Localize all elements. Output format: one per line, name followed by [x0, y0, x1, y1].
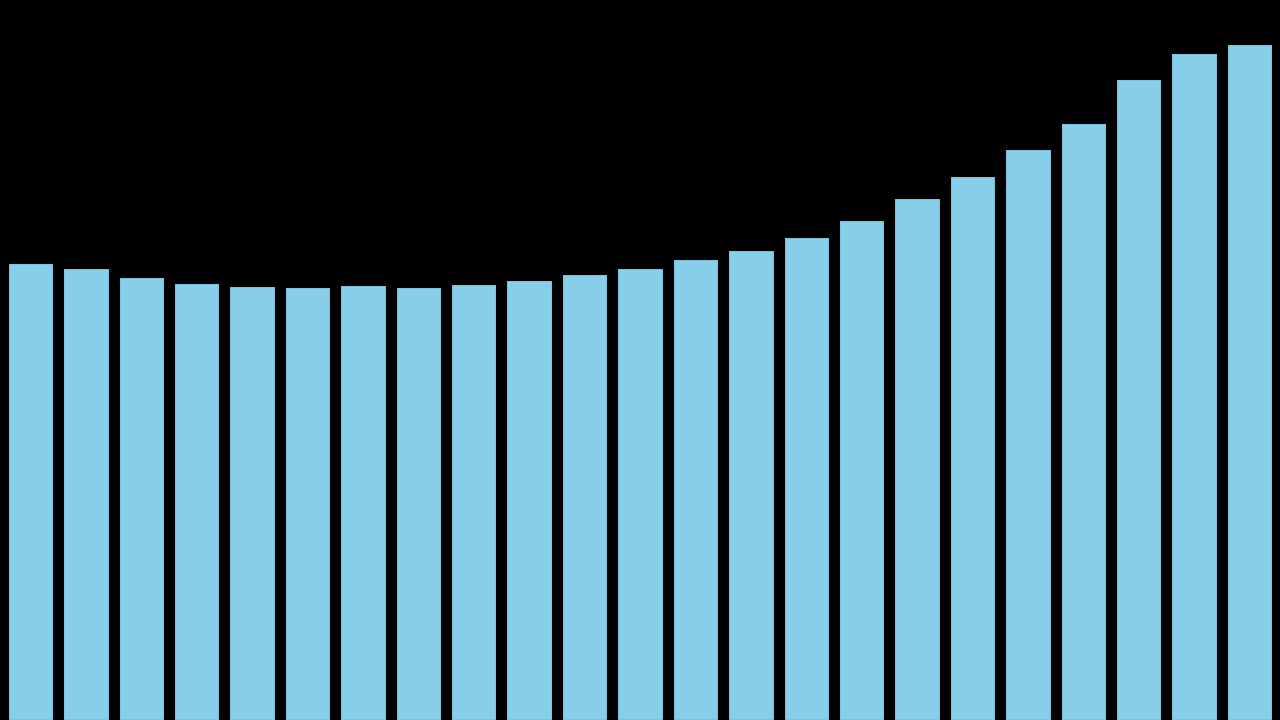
- Bar: [1226, 44, 1272, 720]
- Bar: [617, 268, 663, 720]
- Bar: [229, 287, 275, 720]
- Bar: [1005, 149, 1051, 720]
- Bar: [783, 237, 829, 720]
- Bar: [340, 285, 385, 720]
- Bar: [507, 280, 552, 720]
- Bar: [1061, 123, 1106, 720]
- Bar: [1116, 79, 1161, 720]
- Bar: [1171, 53, 1217, 720]
- Bar: [728, 251, 773, 720]
- Bar: [119, 276, 164, 720]
- Bar: [895, 197, 940, 720]
- Bar: [451, 284, 497, 720]
- Bar: [396, 287, 442, 720]
- Bar: [285, 287, 330, 720]
- Bar: [562, 274, 607, 720]
- Bar: [838, 220, 884, 720]
- Bar: [8, 264, 54, 720]
- Bar: [63, 268, 109, 720]
- Bar: [673, 259, 718, 720]
- Bar: [950, 176, 995, 720]
- Bar: [174, 283, 219, 720]
